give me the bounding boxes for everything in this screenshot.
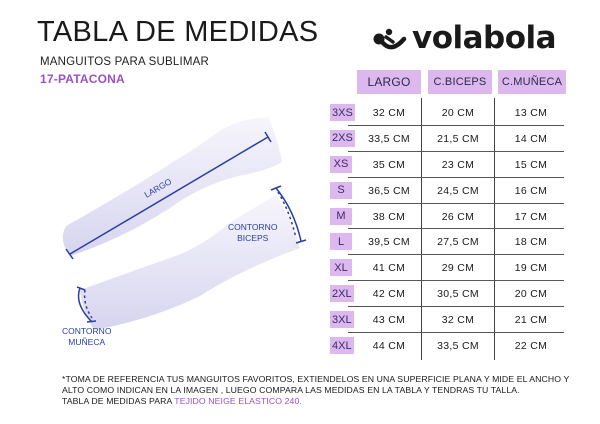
size-label: XS	[330, 155, 352, 173]
size-table: 3XS 32 CM 20 CM 13 CM 2XS 33,5 CM 21,5 C…	[328, 100, 568, 359]
size-label: S	[330, 181, 352, 199]
largo-measure-line	[69, 136, 269, 255]
cell-largo: 41 CM	[372, 262, 406, 275]
cell-muneca: 16 CM	[514, 184, 548, 197]
size-label: 4XL	[330, 337, 354, 355]
footnote-line-3-prefix: TABLA DE MEDIDAS PARA	[62, 396, 175, 406]
size-label: 2XL	[330, 285, 354, 303]
size-label: L	[330, 233, 352, 251]
cell-biceps: 23 CM	[441, 158, 475, 171]
model-name: 17-PATACONA	[40, 72, 125, 86]
table-row: M 38 CM 26 CM 17 CM	[328, 204, 568, 230]
cell-biceps: 32 CM	[441, 314, 475, 327]
footnote-line-2: ALTO COMO INDICAN EN LA IMAGEN , LUEGO C…	[62, 385, 520, 395]
row-divider	[348, 150, 564, 152]
cell-muneca: 20 CM	[514, 288, 548, 301]
table-row: L 39,5 CM 27,5 CM 18 CM	[328, 229, 568, 256]
cell-largo: 33,5 CM	[368, 132, 410, 145]
column-header-biceps: C.BICEPS	[428, 70, 492, 94]
cell-largo: 43 CM	[372, 314, 406, 327]
table-row: XS 35 CM 23 CM 15 CM	[328, 152, 568, 178]
table-row: XL 41 CM 29 CM 19 CM	[328, 255, 568, 282]
column-header-muneca: C.MUÑECA	[498, 70, 566, 94]
biceps-label-line2: BICEPS	[237, 233, 269, 243]
size-label: 3XS	[330, 104, 355, 121]
cell-largo: 39,5 CM	[368, 236, 410, 249]
cell-biceps: 20 CM	[441, 106, 475, 119]
row-divider	[348, 176, 564, 178]
volabola-player-icon	[372, 25, 412, 55]
row-divider	[348, 202, 564, 204]
size-label: 2XS	[330, 129, 355, 147]
cell-biceps: 29 CM	[441, 262, 475, 275]
row-divider	[348, 228, 564, 230]
footnote-line-3: TABLA DE MEDIDAS PARA TEJIDO NEIGE ELAST…	[62, 396, 600, 407]
cell-muneca: 13 CM	[514, 106, 548, 119]
cell-biceps: 21,5 CM	[437, 132, 479, 145]
row-divider	[348, 124, 564, 126]
brand-logo: volabola	[372, 19, 557, 58]
muneca-label-line1: CONTORNO	[62, 326, 112, 336]
cell-muneca: 15 CM	[514, 158, 548, 171]
biceps-measure-arc	[275, 187, 302, 242]
muneca-label-line2: MUÑECA	[68, 337, 106, 347]
row-divider	[348, 306, 564, 308]
table-row: S 36,5 CM 24,5 CM 16 CM	[328, 178, 568, 204]
cell-largo: 38 CM	[372, 210, 406, 223]
biceps-label: CONTORNO BICEPS	[228, 222, 277, 244]
cell-biceps: 24,5 CM	[437, 184, 479, 197]
page-title: TABLA DE MEDIDAS	[37, 16, 319, 48]
footnote: *TOMA DE REFERENCIA TUS MANGUITOS FAVORI…	[62, 374, 600, 407]
wrist-measure-arc	[77, 287, 93, 323]
cell-muneca: 19 CM	[514, 262, 548, 275]
row-divider	[348, 332, 564, 334]
cell-largo: 36,5 CM	[368, 184, 410, 197]
cell-biceps: 33,5 CM	[437, 339, 479, 352]
cell-largo: 32 CM	[372, 106, 406, 119]
cell-biceps: 30,5 CM	[437, 288, 479, 301]
cell-muneca: 17 CM	[514, 210, 548, 223]
column-header-largo: LARGO	[357, 70, 421, 94]
cell-biceps: 26 CM	[441, 210, 475, 223]
logo-wordmark: volabola	[412, 19, 557, 56]
sleeve-illustration: LARGO CONTORNO BICEPS CONTORNO MUÑECA	[0, 95, 320, 360]
muneca-label: CONTORNO MUÑECA	[62, 326, 111, 348]
page-subtitle: MANGUITOS PARA SUBLIMAR	[40, 56, 210, 68]
cell-biceps: 27,5 CM	[437, 236, 479, 249]
cell-largo: 35 CM	[372, 158, 406, 171]
table-row: 3XS 32 CM 20 CM 13 CM	[328, 100, 568, 126]
row-divider	[348, 280, 564, 282]
size-label: M	[330, 207, 352, 225]
fabric-name: TEJIDO NEIGE ELASTICO 240.	[174, 396, 302, 406]
size-label: XL	[330, 259, 352, 277]
table-row: 2XS 33,5 CM 21,5 CM 14 CM	[328, 126, 568, 152]
cell-largo: 44 CM	[372, 339, 406, 352]
upper-sleeve-shape	[62, 117, 282, 256]
lower-sleeve-shape	[80, 195, 300, 330]
cell-muneca: 18 CM	[514, 236, 548, 249]
cell-muneca: 21 CM	[514, 314, 548, 327]
size-label: 3XL	[330, 311, 354, 329]
table-row: 4XL 44 CM 33,5 CM 22 CM	[328, 333, 568, 359]
cell-largo: 42 CM	[372, 288, 406, 301]
table-row: 3XL 43 CM 32 CM 21 CM	[328, 307, 568, 334]
cell-muneca: 14 CM	[514, 132, 548, 145]
table-row: 2XL 42 CM 30,5 CM 20 CM	[328, 281, 568, 308]
cell-muneca: 22 CM	[514, 339, 548, 352]
biceps-label-line1: CONTORNO	[228, 222, 278, 232]
footnote-line-1: *TOMA DE REFERENCIA TUS MANGUITOS FAVORI…	[62, 374, 570, 384]
row-divider	[348, 254, 564, 256]
